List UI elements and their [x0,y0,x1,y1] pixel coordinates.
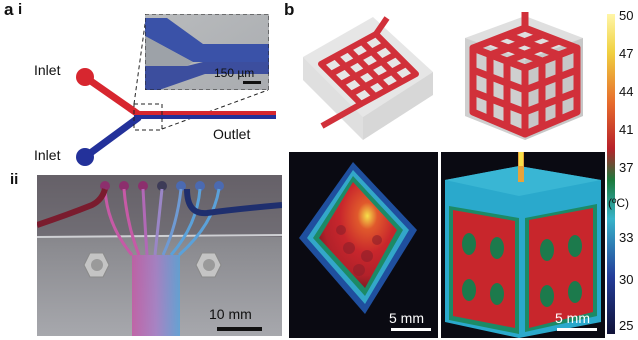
colorbar-unit: (ºC) [608,196,630,210]
inset-micrograph: 150 µm [145,14,269,90]
panel-b-label: b [284,0,295,19]
temperature-colorbar [607,14,615,334]
device-photo: 10 mm [37,175,282,336]
red-inlet-dot [76,68,94,86]
thermal-scale-left-label: 5 mm [389,310,424,326]
photo-scale-label: 10 mm [209,306,252,322]
colorbar-tick-44: 44 [619,84,634,99]
grid-sheet-model [303,16,433,140]
panel-a-ii-label: ii [10,171,19,188]
thermal-image-cube: 5 mm [441,152,605,338]
colorbar-tick-47: 47 [619,46,634,61]
colorbar-tick-50: 50 [619,8,634,23]
inset-scale-label: 150 µm [214,66,255,80]
colorbar-tick-30: 30 [619,272,634,287]
inlet-bottom-label: Inlet [34,147,61,163]
outlet-label: Outlet [213,126,251,142]
colorbar-tick-33: 33 [619,230,634,245]
colorbar-tick-25: 25 [619,318,634,333]
thermal-scale-right-label: 5 mm [555,310,590,326]
panel-a-i-label: i [18,1,23,18]
panel-a-label: a [4,0,14,19]
channel-schematic [76,16,276,166]
colorbar-tick-37: 37 [619,160,634,175]
inlet-top-label: Inlet [34,62,61,78]
cube-lattice-model [465,12,583,140]
thermal-image-grid: 5 mm [289,152,438,338]
blue-inlet-dot [76,148,94,166]
colorbar-tick-41: 41 [619,122,634,137]
zoom-box [133,103,163,131]
